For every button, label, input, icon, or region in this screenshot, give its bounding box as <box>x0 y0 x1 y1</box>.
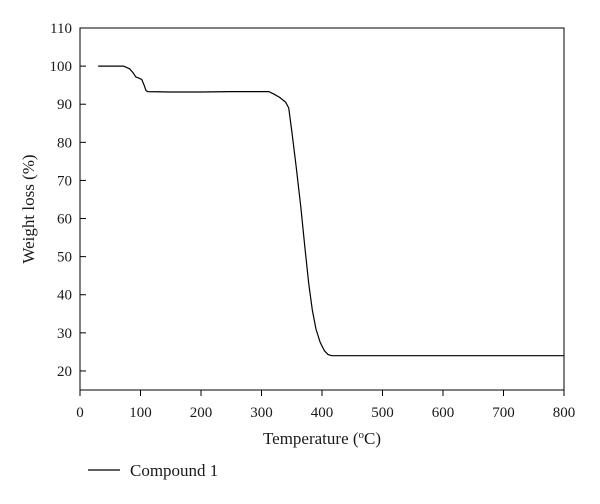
y-tick-label: 60 <box>57 212 72 228</box>
x-tick-label: 200 <box>190 405 213 421</box>
x-tick-label: 0 <box>76 405 84 421</box>
legend: Compound 1 <box>88 461 218 480</box>
x-tick-label: 700 <box>492 405 515 421</box>
x-tick-label: 400 <box>311 405 334 421</box>
y-axis-ticks: 20 30 40 50 60 70 80 90 100 110 <box>50 21 86 380</box>
plot-area-frame <box>79 27 565 391</box>
series-line-compound-1 <box>98 65 564 357</box>
legend-label-compound-1: Compound 1 <box>130 461 218 480</box>
y-tick-label: 90 <box>57 97 72 113</box>
x-tick-label: 100 <box>129 405 152 421</box>
y-tick-label: 20 <box>57 364 72 380</box>
x-tick-label: 300 <box>250 405 273 421</box>
y-tick-label: 40 <box>57 288 72 304</box>
y-tick-label: 30 <box>57 326 72 342</box>
x-tick-label: 500 <box>371 405 394 421</box>
x-axis-label: Temperature (oC) <box>263 429 381 448</box>
y-tick-label: 70 <box>57 173 72 189</box>
y-axis-label: Weight loss (%) <box>19 154 38 263</box>
y-tick-label: 110 <box>50 21 72 37</box>
y-tick-label: 80 <box>57 135 72 151</box>
x-axis-ticks: 0 100 200 300 400 500 600 700 800 <box>76 390 575 421</box>
y-tick-label: 50 <box>57 250 72 266</box>
y-tick-label: 100 <box>50 59 73 75</box>
x-tick-label: 600 <box>432 405 455 421</box>
x-tick-label: 800 <box>553 405 576 421</box>
